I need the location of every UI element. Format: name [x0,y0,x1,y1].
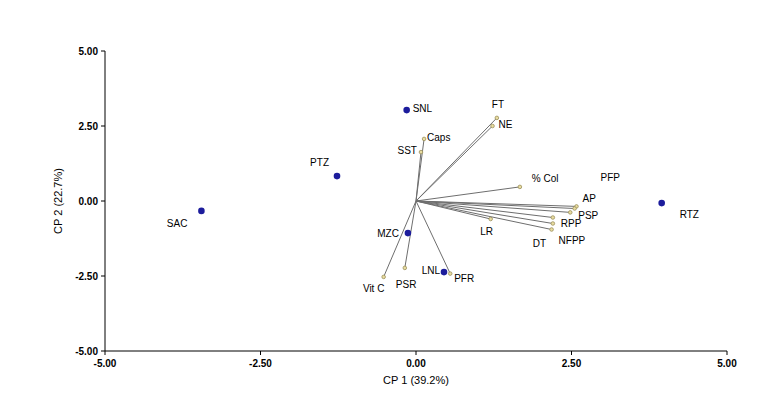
loading-vector [416,152,421,201]
vector-label: PFR [454,273,474,284]
loading-end [491,124,495,128]
plot-area [198,107,665,279]
score-point [403,107,410,114]
vector-label: AP [583,193,597,204]
chart: -5.00 -2.50 0.00 2.50 5.00 -5.00 -2.50 0.00 2.50… [0,0,769,399]
point-label: MZC [377,228,399,239]
score-point [405,230,412,237]
vector-label: NE [499,119,513,130]
background [0,0,769,399]
x-tick-label: 2.50 [562,358,582,369]
loading-end [403,266,407,270]
score-point [658,200,665,207]
loading-vector [416,201,553,224]
loading-vector [416,126,493,201]
x-tick-label: 5.00 [717,358,737,369]
loading-end [448,272,452,276]
y-tick [101,51,105,52]
loading-end [382,275,386,279]
x-tick [571,351,572,355]
x-axis-label: CP 1 (39.2%) [383,374,449,386]
vector-label: Vit C [363,283,385,294]
score-point [334,173,341,180]
x-tick-label: -5.00 [94,358,117,369]
point-label: RTZ [680,209,699,220]
y-tick-label: -2.50 [75,271,98,282]
y-tick-label: 2.50 [79,121,99,132]
y-tick [101,351,105,352]
loading-vector [416,139,424,201]
y-tick-label: 0.00 [79,196,99,207]
score-point [198,208,205,215]
loading-end [573,207,577,211]
labels: FTNECapsSST% ColPFPAPPSPRPPDTNFPPLRPFRVi… [167,99,699,294]
loading-vector [416,187,520,201]
loading-end [551,216,555,220]
loading-vector [416,201,450,274]
loading-end [489,217,493,221]
y-tick-label: -5.00 [75,346,98,357]
score-point [441,269,448,276]
vector-label: PSR [396,279,417,290]
axes: -5.00 -2.50 0.00 2.50 5.00 -5.00 -2.50 0.00 2.50… [75,46,737,369]
vector-label: FT [492,99,504,110]
loading-end [518,185,522,189]
x-tick [727,351,728,355]
vector-label: NFPP [559,235,586,246]
y-axis-label: CP 2 (22.7%) [52,168,64,234]
point-label: PTZ [310,157,329,168]
point-label: SNL [413,103,433,114]
x-tick [105,351,106,355]
y-tick [101,126,105,127]
loading-end [551,222,555,226]
loading-end [422,137,426,141]
vector-label: % Col [532,173,559,184]
loading-end [568,211,572,215]
x-tick-label: 0.00 [406,358,426,369]
vector-label: DT [533,238,546,249]
y-tick [101,276,105,277]
point-label: SAC [167,218,188,229]
vector-label: PFP [600,172,620,183]
point-label: LNL [422,265,441,276]
loading-vector [405,201,416,268]
vector-label: LR [480,226,493,237]
loading-end [550,228,554,232]
y-tick-label: 5.00 [79,46,99,57]
loading-vector [416,201,491,219]
loading-vector [416,118,497,201]
vector-label: RPP [561,218,582,229]
vector-label: SST [398,145,417,156]
loading-end [419,150,423,154]
x-tick [260,351,261,355]
vector-label: Caps [427,132,450,143]
y-tick [101,201,105,202]
x-tick [416,351,417,355]
x-tick-label: -2.50 [249,358,272,369]
